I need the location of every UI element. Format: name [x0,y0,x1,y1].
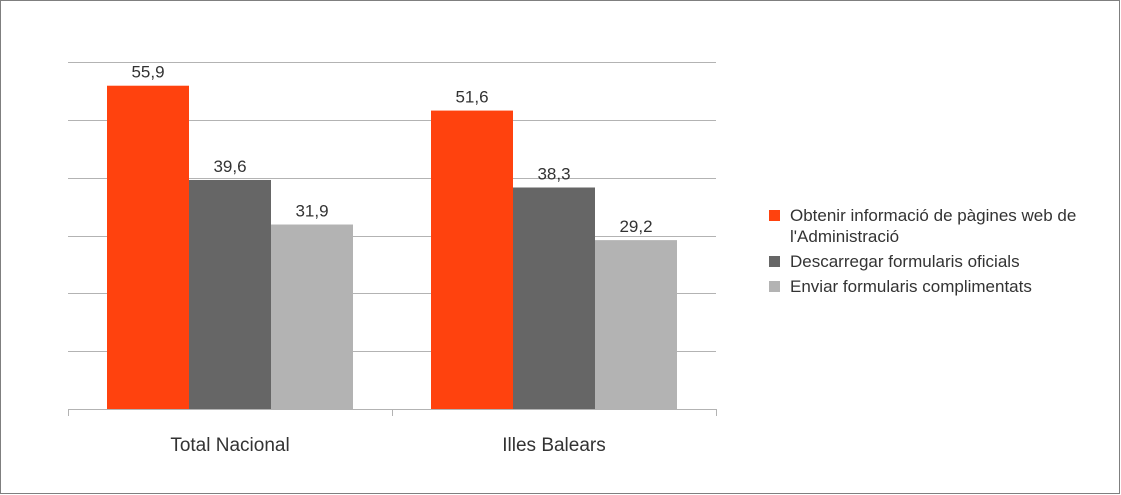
data-labels: 55,9 39,6 31,9 51,6 38,3 29,2 [131,63,652,236]
value-label-series-2-2: 38,3 [537,164,570,183]
value-label-series-1-1: 55,9 [131,63,164,82]
value-label-series-3-1: 31,9 [295,202,328,221]
legend-swatch-series-2 [769,256,780,267]
legend-label-series-1: Obtenir informació de pàgines web de l'A… [790,206,1077,246]
category-label-1: Total Nacional [170,435,289,456]
legend-swatch-series-3 [769,281,780,292]
legend-item-series-2: Descarregar formularis oficials [769,251,1114,272]
bar-series-2-1 [189,179,271,409]
value-label-series-2-1: 39,6 [213,157,246,176]
value-label-series-1-2: 51,6 [455,88,488,107]
value-label-series-3-2: 29,2 [619,217,652,236]
legend-item-series-3: Enviar formularis complimentats [769,276,1114,297]
legend-label-series-2: Descarregar formularis oficials [790,252,1020,271]
legend-swatch-series-1 [769,210,780,221]
bar-series-2-2 [513,187,595,409]
category-label-2: Illes Balears [502,435,606,456]
x-axis: Total Nacional Illes Balears [68,409,717,456]
legend-item-series-1: Obtenir informació de pàgines web de l'A… [769,205,1114,247]
bar-series-1-1 [107,85,189,409]
bar-series-1-2 [431,110,513,409]
bar-series-3-1 [271,224,353,409]
bar-series-3-2 [595,240,677,409]
legend-label-series-3: Enviar formularis complimentats [790,277,1032,296]
legend: Obtenir informació de pàgines web de l'A… [769,205,1114,301]
bars [107,85,677,409]
